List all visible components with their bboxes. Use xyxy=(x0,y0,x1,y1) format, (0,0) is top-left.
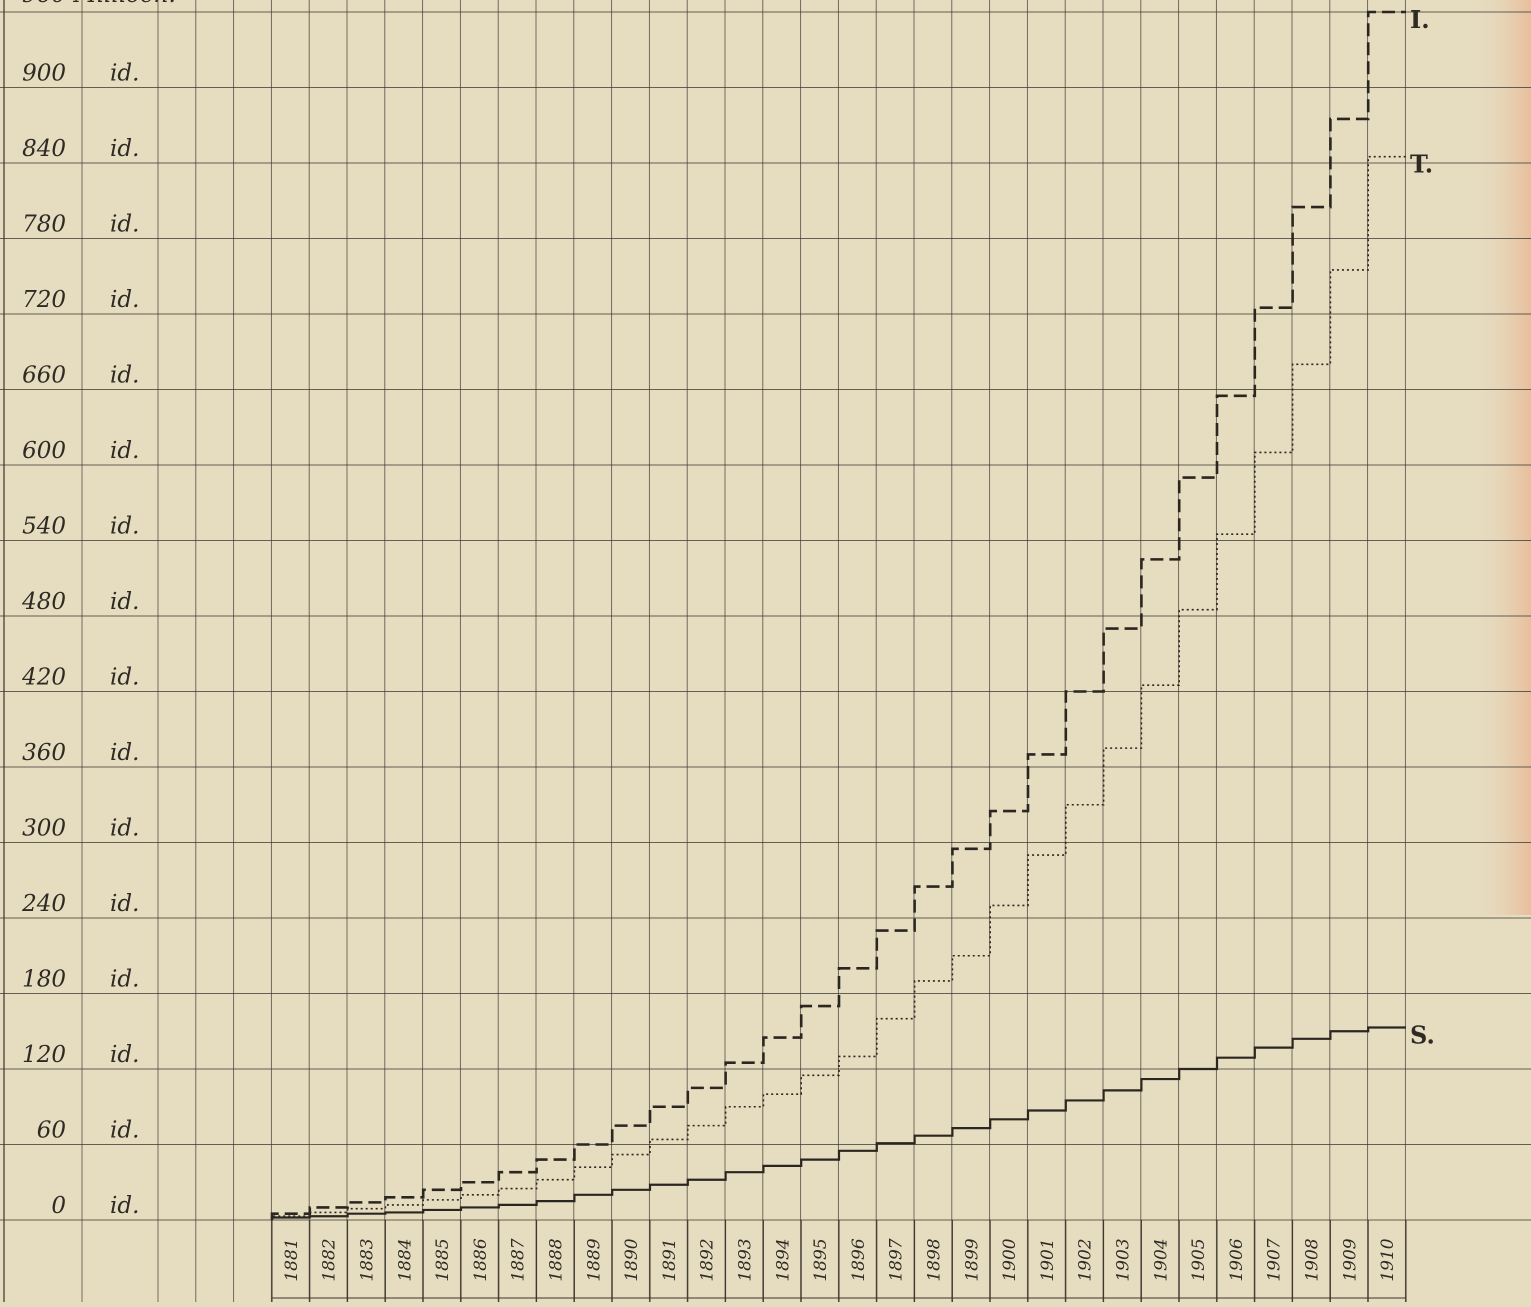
y-tick-unit: id. xyxy=(110,891,139,917)
y-tick-unit: id. xyxy=(110,589,139,615)
x-tick-label: 1885 xyxy=(433,1238,453,1281)
x-tick-label: 1904 xyxy=(1151,1238,1171,1281)
y-tick-unit: id. xyxy=(110,816,139,842)
y-tick-unit: id. xyxy=(110,438,139,464)
x-axis-labels: 1881 1882 1883 1884 1885 1886 1887 1888 1889 1890… xyxy=(271,1220,1407,1302)
y-tick-unit: id. xyxy=(110,1118,139,1144)
x-tick-label: 1886 xyxy=(471,1238,491,1281)
y-tick-unit: id. xyxy=(110,1042,139,1068)
y-tick-label: 900 xyxy=(22,61,66,87)
x-tick-label: 1905 xyxy=(1189,1238,1209,1281)
x-tick-label: 1896 xyxy=(849,1238,869,1281)
y-axis-labels: 0 id. 60 id. 120 id. 180 id. 240 id. 300 id. 360 id. 4… xyxy=(21,61,139,1220)
y-tick-label: 60 xyxy=(37,1118,66,1144)
x-tick-label: 1897 xyxy=(887,1238,907,1281)
y-tick-label: 660 xyxy=(22,363,66,389)
x-tick-label: 1907 xyxy=(1265,1238,1285,1281)
y-tick-unit: id. xyxy=(110,287,139,313)
y-tick-label: 540 xyxy=(22,514,66,540)
y-tick-label: 720 xyxy=(22,287,66,313)
y-tick-label: 600 xyxy=(22,438,66,464)
x-tick-label: 1903 xyxy=(1114,1238,1134,1281)
x-tick-label: 1892 xyxy=(698,1238,718,1281)
y-tick-label: 240 xyxy=(21,891,66,917)
y-tick-unit: id. xyxy=(110,61,139,87)
series-label: S. xyxy=(1410,1020,1435,1049)
y-tick-label: 300 xyxy=(22,816,66,842)
y-tick-label: 120 xyxy=(22,1042,66,1068)
x-tick-label: 1900 xyxy=(1000,1238,1020,1281)
x-tick-label: 1887 xyxy=(509,1238,529,1281)
series-line xyxy=(270,10,1406,1220)
y-tick-label: 480 xyxy=(21,589,66,615)
x-tick-label: 1883 xyxy=(358,1238,378,1281)
y-tick-label: 360 xyxy=(22,740,66,766)
x-tick-label: 1902 xyxy=(1076,1238,1096,1281)
x-tick-label: 1901 xyxy=(1038,1238,1058,1281)
x-tick-label: 1884 xyxy=(395,1238,415,1281)
y-tick-unit: id. xyxy=(110,136,139,162)
top-axis-label: 960 Millioen. xyxy=(22,0,176,8)
y-tick-label: 420 xyxy=(21,665,66,691)
x-tick-label: 1906 xyxy=(1227,1238,1247,1281)
x-tick-label: 1894 xyxy=(773,1238,793,1281)
y-tick-label: 180 xyxy=(22,967,66,993)
x-tick-label: 1909 xyxy=(1340,1238,1360,1281)
series-line xyxy=(271,155,1406,1220)
x-tick-label: 1908 xyxy=(1303,1238,1323,1281)
series-group: I. T. S. xyxy=(270,5,1435,1220)
x-tick-label: 1881 xyxy=(282,1238,302,1281)
x-tick-label: 1889 xyxy=(584,1238,604,1281)
y-tick-unit: id. xyxy=(110,740,139,766)
x-tick-label: 1890 xyxy=(622,1238,642,1281)
y-tick-label: 0 xyxy=(51,1193,66,1219)
paper-stain xyxy=(1470,0,1531,915)
series-label: T. xyxy=(1410,150,1433,179)
x-tick-label: 1882 xyxy=(320,1238,340,1281)
y-tick-label: 840 xyxy=(22,136,66,162)
x-tick-label: 1898 xyxy=(925,1238,945,1281)
series-label: I. xyxy=(1410,5,1430,34)
y-tick-unit: id. xyxy=(110,514,139,540)
x-tick-label: 1891 xyxy=(660,1238,680,1281)
y-tick-unit: id. xyxy=(110,363,139,389)
y-tick-unit: id. xyxy=(110,665,139,691)
y-tick-label: 780 xyxy=(22,212,66,238)
y-tick-unit: id. xyxy=(110,1193,139,1219)
y-tick-unit: id. xyxy=(110,967,139,993)
x-tick-label: 1888 xyxy=(547,1238,567,1281)
series-line xyxy=(270,1026,1406,1220)
x-tick-label: 1899 xyxy=(962,1238,982,1281)
x-tick-label: 1893 xyxy=(736,1238,756,1281)
y-tick-unit: id. xyxy=(110,212,139,238)
x-tick-label: 1895 xyxy=(811,1238,831,1281)
x-tick-label: 1910 xyxy=(1378,1238,1398,1281)
